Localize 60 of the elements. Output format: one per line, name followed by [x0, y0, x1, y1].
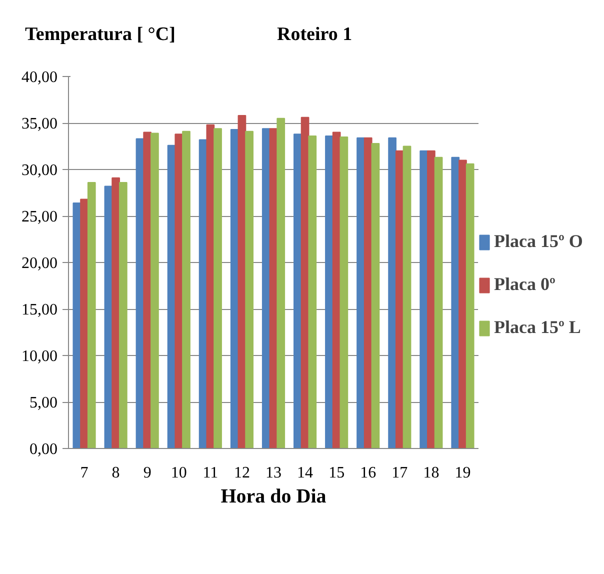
y-tick-label: 30,00	[22, 162, 58, 179]
x-tick-label: 12	[234, 464, 250, 482]
x-tick-label: 19	[454, 464, 471, 482]
y-tick-label: 10,00	[22, 348, 58, 365]
bar	[420, 150, 428, 448]
bar	[332, 132, 341, 448]
x-tick-label: 13	[266, 464, 282, 482]
y-axis-title: Temperatura [ °C]	[25, 23, 176, 47]
x-tick-label: 10	[170, 464, 187, 482]
bar	[427, 150, 436, 448]
bar	[112, 177, 120, 448]
y-tick-label: 0,00	[30, 441, 58, 458]
bar	[294, 134, 302, 448]
bar	[356, 137, 365, 448]
x-tick-label: 9	[143, 464, 152, 482]
bar	[340, 136, 348, 448]
bar	[402, 146, 412, 448]
bar	[230, 129, 239, 448]
y-tick-label: 25,00	[22, 208, 58, 226]
bar	[245, 130, 254, 448]
x-tick-label: 15	[328, 464, 345, 482]
x-tick-label: 7	[80, 464, 88, 482]
bar	[80, 198, 88, 448]
legend-label: Placa 15º O	[494, 231, 583, 252]
x-tick-label: 16	[360, 464, 376, 482]
y-tick-label: 35,00	[22, 116, 58, 132]
x-tick-label: 18	[423, 464, 440, 482]
bar	[182, 130, 190, 448]
bar	[118, 182, 128, 448]
x-tick-label: 11	[202, 464, 218, 482]
bar	[451, 156, 460, 448]
bar	[388, 137, 396, 448]
bar	[87, 182, 96, 448]
x-tick-label: 17	[392, 464, 408, 482]
legend-label: Placa 15º L	[494, 317, 581, 338]
bar	[308, 136, 317, 448]
bar	[214, 128, 222, 448]
x-axis-title: Hora do Dia	[220, 486, 326, 508]
bar	[72, 202, 82, 448]
bar	[206, 124, 215, 448]
y-tick-label: 15,00	[22, 302, 58, 318]
y-tick-label: 5,00	[30, 394, 58, 412]
legend-label: Placa 0º	[494, 274, 556, 295]
bar	[371, 142, 380, 448]
bar	[174, 134, 184, 448]
bar	[262, 128, 270, 448]
bar	[276, 118, 286, 448]
bar	[150, 132, 159, 448]
chart-title: Roteiro 1	[277, 23, 352, 47]
bar	[458, 160, 467, 448]
bar	[434, 156, 443, 448]
bar	[325, 136, 334, 448]
bar	[364, 137, 372, 448]
bar	[395, 150, 404, 448]
y-tick-label: 20,00	[22, 255, 58, 272]
x-tick-label: 8	[112, 464, 120, 482]
bar	[466, 163, 474, 448]
x-tick-label: 14	[297, 464, 314, 482]
bar	[143, 132, 152, 448]
y-tick-label: 40,00	[22, 69, 58, 86]
